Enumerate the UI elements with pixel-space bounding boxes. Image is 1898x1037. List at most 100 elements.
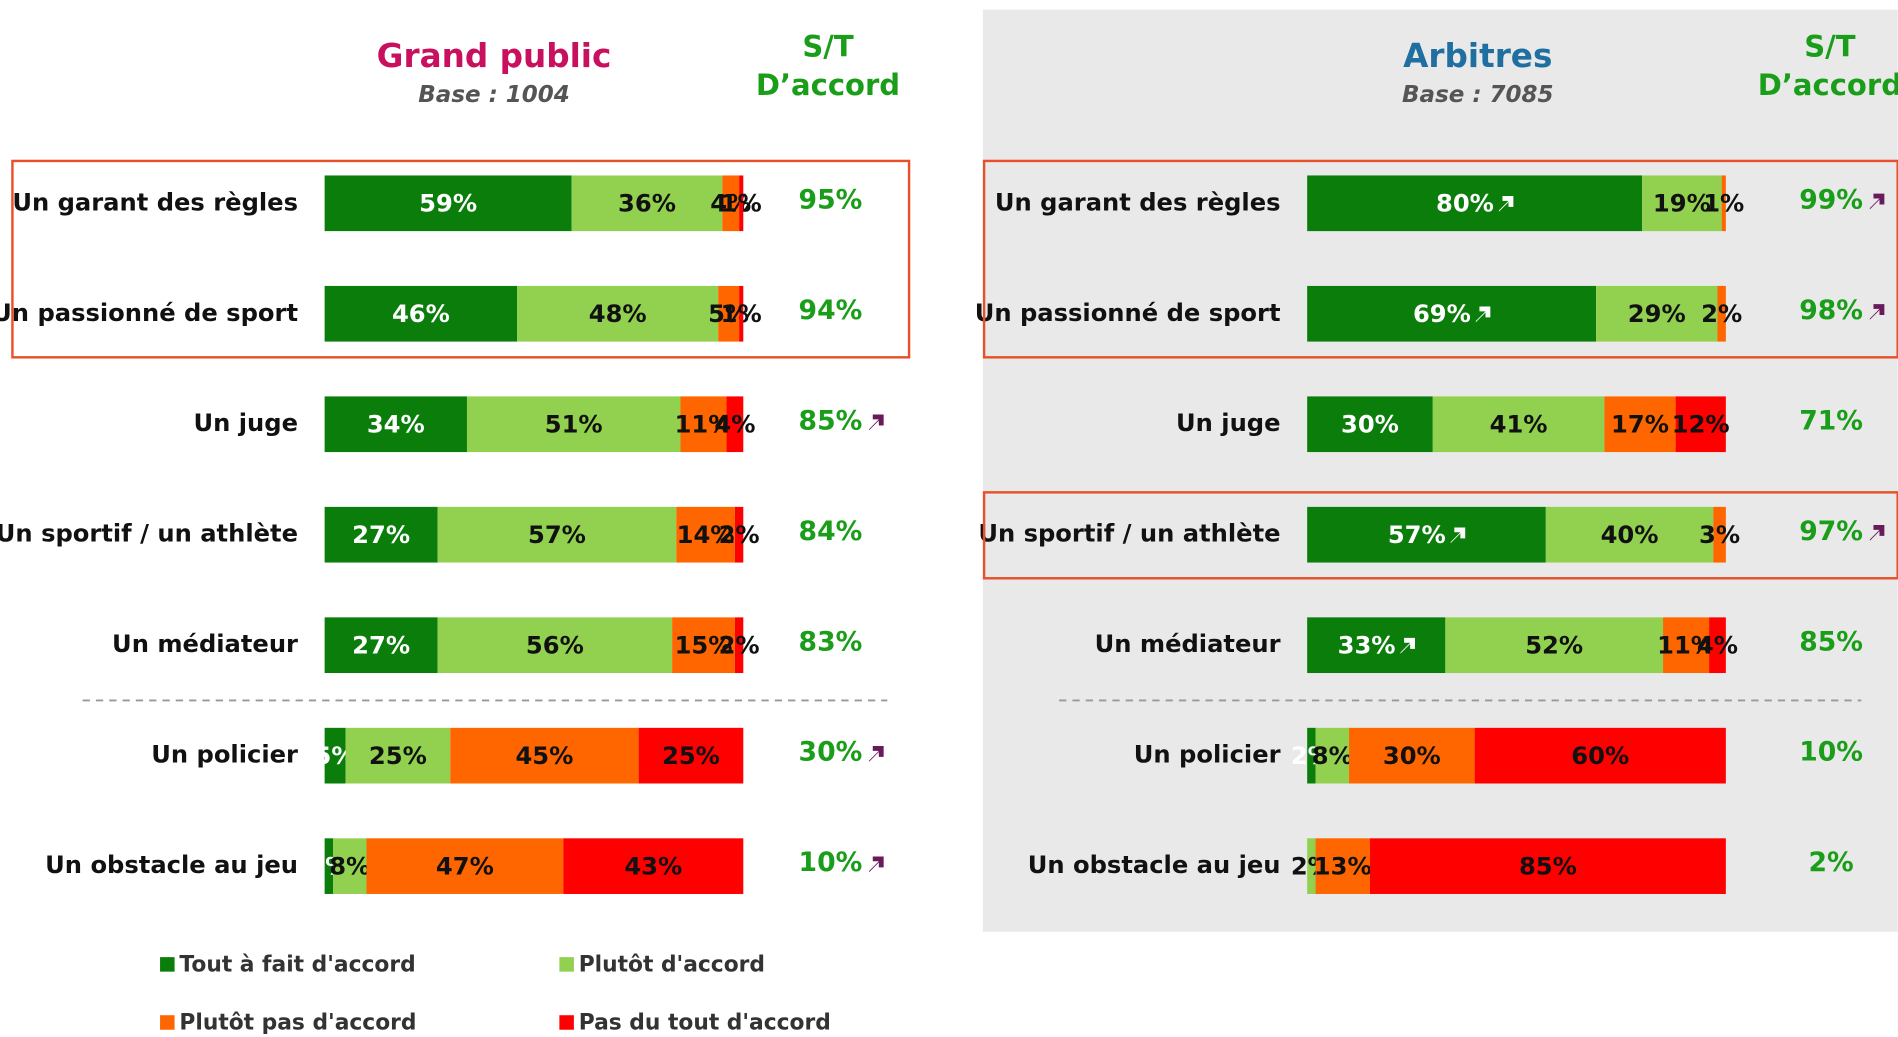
bar-segment bbox=[437, 617, 673, 674]
trend-arrow bbox=[1400, 637, 1415, 654]
value-label: 56% bbox=[526, 631, 584, 659]
legend-swatch bbox=[160, 1015, 175, 1030]
trend-arrow bbox=[869, 856, 884, 873]
bar-segment bbox=[517, 285, 719, 342]
legend-label: Tout à fait d'accord bbox=[179, 953, 415, 978]
value-label: 29% bbox=[1628, 300, 1686, 328]
bar-segment bbox=[1604, 396, 1676, 453]
chart-title: Arbitres bbox=[1403, 37, 1552, 75]
bar-segment bbox=[676, 506, 735, 563]
value-label: 52% bbox=[1525, 631, 1583, 659]
value-label: 15% bbox=[675, 631, 733, 659]
value-label: 27% bbox=[352, 521, 410, 549]
total-label: 85% bbox=[1799, 626, 1863, 657]
trend-arrow bbox=[869, 414, 884, 431]
value-label: 19% bbox=[1653, 189, 1711, 217]
trend-arrow bbox=[1869, 525, 1885, 541]
trend-arrow bbox=[1869, 304, 1885, 320]
total-label: 84% bbox=[799, 516, 863, 547]
panel-background bbox=[982, 9, 1898, 932]
category-label: Un médiateur bbox=[112, 630, 298, 658]
value-label: 85% bbox=[1519, 852, 1577, 880]
value-label: 11% bbox=[675, 410, 733, 438]
bar-segment bbox=[450, 727, 639, 784]
value-label: 25% bbox=[369, 742, 427, 770]
category-label: Un passionné de sport bbox=[975, 299, 1281, 327]
value-label: 41% bbox=[1490, 410, 1548, 438]
trend-arrow bbox=[1498, 196, 1514, 212]
category-label: Un sportif / un athlète bbox=[978, 520, 1280, 548]
trend-arrow bbox=[1450, 527, 1466, 544]
value-label: 3% bbox=[1699, 521, 1740, 549]
value-label: 57% bbox=[1388, 521, 1446, 549]
value-label: 4% bbox=[714, 410, 755, 438]
total-label: 10% bbox=[799, 847, 863, 878]
total-header: D’accord bbox=[756, 68, 900, 102]
bar-segment bbox=[1307, 617, 1446, 674]
bar-segment bbox=[1596, 285, 1718, 342]
value-label: 30% bbox=[1341, 410, 1399, 438]
legend-swatch bbox=[559, 957, 574, 972]
value-label: 8% bbox=[1312, 742, 1353, 770]
bar-segment bbox=[638, 727, 744, 784]
bar-segment bbox=[1663, 617, 1710, 674]
total-label: 95% bbox=[799, 184, 863, 215]
value-label: 2% bbox=[719, 631, 760, 659]
trend-arrow bbox=[1869, 193, 1885, 210]
category-label: Un garant des règles bbox=[12, 188, 298, 216]
legend-label: Plutôt d'accord bbox=[579, 953, 765, 978]
value-label: 1% bbox=[1703, 189, 1744, 217]
bar-segment bbox=[734, 506, 744, 563]
legend-swatch bbox=[160, 957, 175, 972]
category-label: Un garant des règles bbox=[995, 188, 1281, 216]
chart-subtitle: Base : 1004 bbox=[418, 82, 569, 108]
value-label: 1% bbox=[721, 189, 762, 217]
trend-arrow bbox=[1475, 306, 1491, 323]
bar-segment bbox=[1369, 838, 1726, 894]
bar-segment bbox=[1307, 506, 1546, 563]
value-label: 8% bbox=[329, 852, 370, 880]
total-label: 30% bbox=[799, 737, 863, 768]
total-header: S/T bbox=[1804, 29, 1856, 63]
bar-segment bbox=[1307, 396, 1433, 453]
bar-segment bbox=[739, 175, 744, 232]
value-label: 34% bbox=[367, 410, 425, 438]
category-label: Un sportif / un athlète bbox=[0, 520, 298, 548]
bar-segment bbox=[1713, 506, 1726, 563]
bar-segment bbox=[718, 285, 740, 342]
bar-segment bbox=[1432, 396, 1605, 453]
category-label: Un obstacle au jeu bbox=[1028, 851, 1281, 879]
bar-segment bbox=[563, 838, 744, 894]
bar-segment bbox=[722, 175, 740, 232]
value-label: 59% bbox=[419, 189, 477, 217]
total-header: S/T bbox=[802, 29, 854, 63]
bar-segment bbox=[1642, 175, 1722, 232]
bar-segment bbox=[324, 838, 333, 894]
value-label: 4% bbox=[710, 189, 751, 217]
bar-segment bbox=[1307, 838, 1316, 894]
category-label: Un policier bbox=[1134, 741, 1281, 769]
bar-segment bbox=[1721, 175, 1726, 232]
category-label: Un juge bbox=[193, 409, 298, 437]
value-label: 1% bbox=[721, 300, 762, 328]
bar-segment bbox=[672, 617, 735, 674]
value-label: 80% bbox=[1436, 189, 1494, 217]
total-header: D’accord bbox=[1758, 68, 1898, 102]
value-label: 47% bbox=[436, 852, 494, 880]
bar-segment bbox=[324, 175, 572, 232]
value-label: 11% bbox=[1657, 631, 1715, 659]
value-label: 25% bbox=[662, 742, 720, 770]
bar-segment bbox=[1307, 175, 1643, 232]
bar-segment bbox=[571, 175, 723, 232]
value-label: 43% bbox=[624, 852, 682, 880]
bar-segment bbox=[1315, 838, 1370, 894]
total-label: 99% bbox=[1799, 184, 1863, 215]
total-label: 98% bbox=[1799, 295, 1863, 326]
bar-segment bbox=[1307, 727, 1316, 784]
bar-segment bbox=[739, 285, 744, 342]
value-label: 36% bbox=[618, 189, 676, 217]
value-label: 57% bbox=[528, 521, 586, 549]
bar-segment bbox=[324, 506, 438, 563]
chart-subtitle: Base : 7085 bbox=[1402, 82, 1553, 108]
value-label: 33% bbox=[1338, 631, 1396, 659]
